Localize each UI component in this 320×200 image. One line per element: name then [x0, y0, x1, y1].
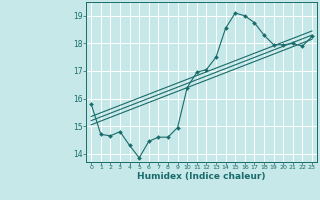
- X-axis label: Humidex (Indice chaleur): Humidex (Indice chaleur): [137, 172, 266, 181]
